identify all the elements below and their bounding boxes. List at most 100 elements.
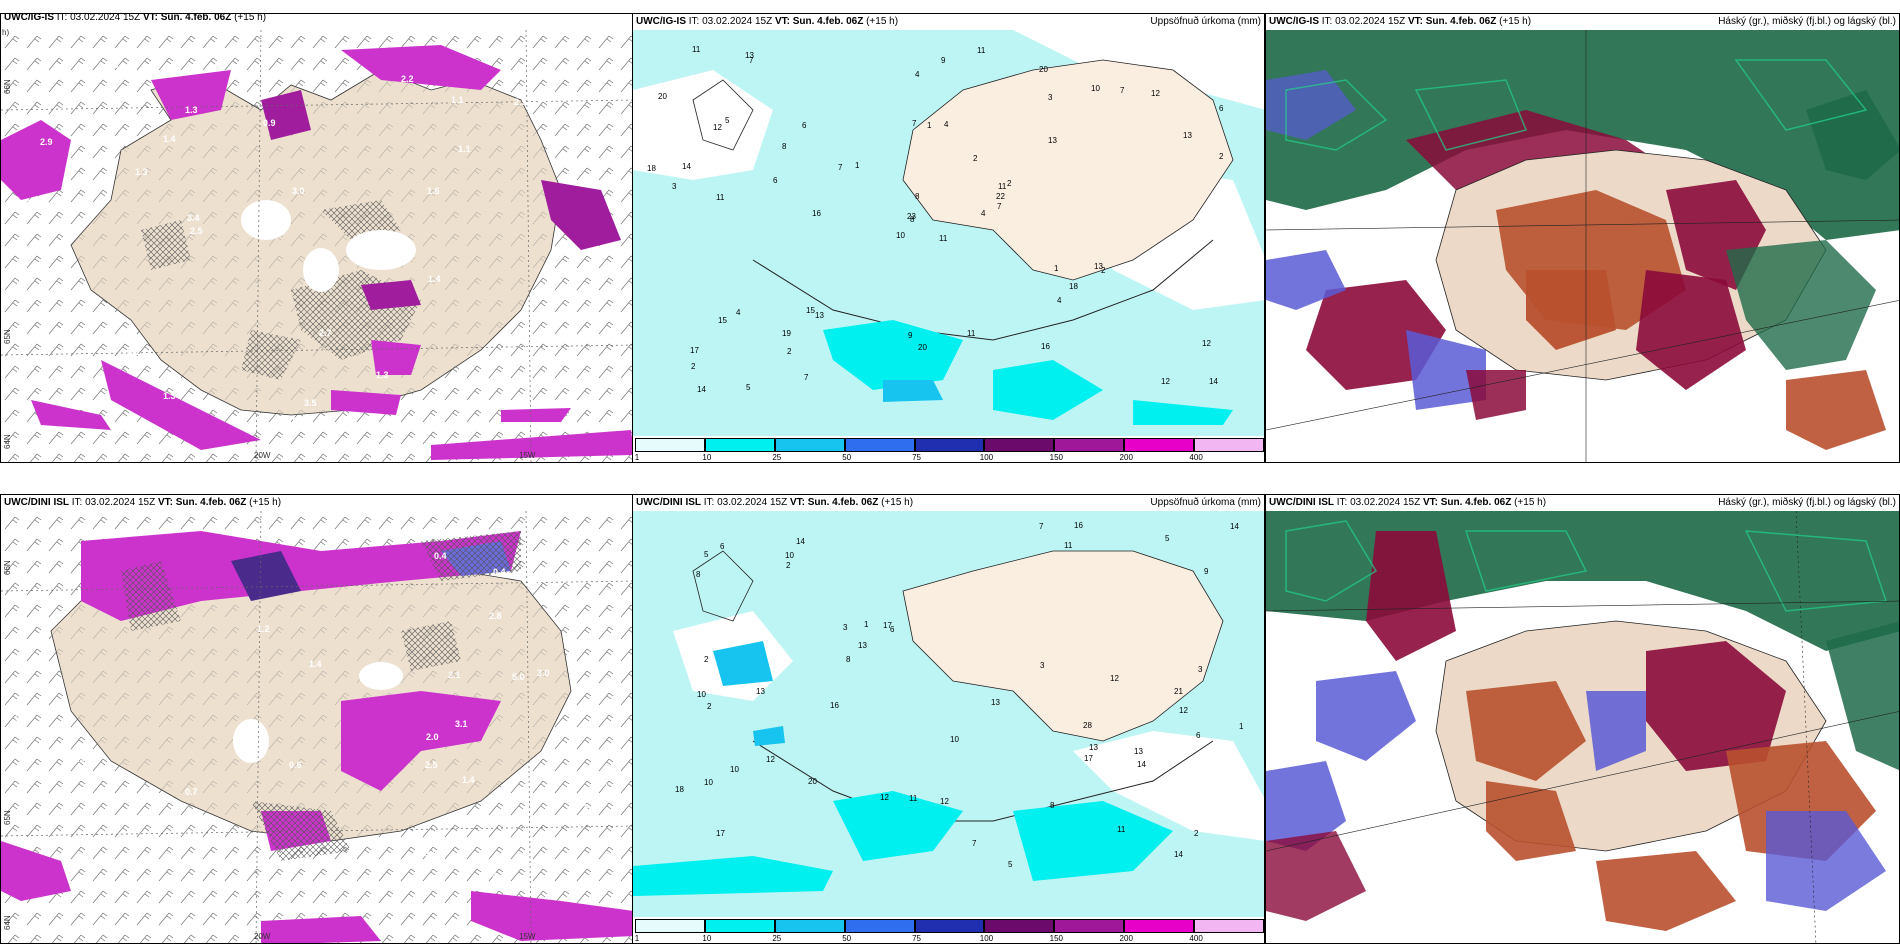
map-value-label: 13 xyxy=(1134,747,1143,756)
map-value-label: 3.0 xyxy=(537,668,550,678)
map-value-label: 1.0 xyxy=(562,883,575,893)
lat-label-66n: 66N xyxy=(3,560,12,575)
map-value-label: 3 xyxy=(1048,93,1053,102)
map-value-label: 0.6 xyxy=(289,760,302,770)
map-value-label: 1.1 xyxy=(458,144,471,154)
map-value-label: 20 xyxy=(658,92,667,101)
colorbar-segment xyxy=(1194,919,1264,933)
cloud-cover-map xyxy=(1266,511,1899,943)
panel-title: Uppsöfnuð úrkoma (mm) xyxy=(1150,16,1261,27)
lat-label-65n: 65N xyxy=(3,329,12,344)
map-value-label: 1.3 xyxy=(376,370,389,380)
map-value-label: 1.3 xyxy=(135,167,148,177)
map-value-label: 14 xyxy=(1209,377,1218,386)
map-value-label: 12 xyxy=(940,797,949,806)
map-value-label: 14 xyxy=(1137,760,1146,769)
map-value-label: 10 xyxy=(896,231,905,240)
map-value-label: 2 xyxy=(1101,266,1106,275)
colorbar-tick: 400 xyxy=(1189,934,1203,943)
lon-label-20w: 20W xyxy=(254,932,271,941)
colorbar-segment xyxy=(704,438,775,452)
iceland-land xyxy=(902,59,1234,281)
map-value-label: 21 xyxy=(1174,687,1183,696)
map-panel-bottom-right: UWC/DINI ISL IT: 03.02.2024 15Z VT: Sun.… xyxy=(1265,494,1900,944)
map-value-label: 8 xyxy=(1050,801,1055,810)
map-value-label: 7 xyxy=(997,202,1002,211)
map-value-label: 1.3 xyxy=(185,105,198,115)
map-value-label: 8 xyxy=(696,570,701,579)
map-value-label: 16 xyxy=(1074,521,1083,530)
header-wrap: h) xyxy=(2,28,10,37)
map-value-label: 12 xyxy=(1202,339,1211,348)
map-value-label: 11 xyxy=(977,46,986,55)
map-value-label: 2.0 xyxy=(426,732,439,742)
map-value-label: 7 xyxy=(912,119,917,128)
map-value-label: 3 xyxy=(843,623,848,632)
map-value-label: 12 xyxy=(880,793,889,802)
map-value-label: 10 xyxy=(785,551,794,560)
map-value-label: 2 xyxy=(787,347,792,356)
map-value-label: 12 xyxy=(1161,377,1170,386)
map-value-label: 0.7 xyxy=(532,380,545,390)
map-value-label: 14 xyxy=(1174,850,1183,859)
map-value-label: 17 xyxy=(1084,754,1093,763)
map-value-label: 13 xyxy=(1048,136,1057,145)
colorbar-segment xyxy=(774,438,845,452)
map-value-label: 2 xyxy=(1194,829,1199,838)
panel-header: UWC/IG-IS IT: 03.02.2024 15Z VT: Sun. 4.… xyxy=(1266,14,1899,30)
map-value-label: 3 xyxy=(672,182,677,191)
colorbar-tick: 50 xyxy=(842,453,852,462)
map-value-label: 2.9 xyxy=(514,97,527,107)
colorbar-tick: 10 xyxy=(702,934,712,943)
map-value-label: 13 xyxy=(815,311,824,320)
lat-label-65n: 65N xyxy=(3,810,12,825)
map-value-label: 4 xyxy=(736,308,741,317)
precip-map: 1112817111320434714116101357241221225431… xyxy=(633,30,1264,438)
map-value-label: 10 xyxy=(1091,84,1100,93)
map-value-label: 13 xyxy=(1094,262,1103,271)
map-value-label: 12 xyxy=(1151,89,1160,98)
map-value-label: 20 xyxy=(808,777,817,786)
map-value-label: 16 xyxy=(812,209,821,218)
map-value-label: 1.0 xyxy=(495,373,508,383)
map-value-label: 17 xyxy=(690,346,699,355)
colorbar-tick: 50 xyxy=(842,934,852,943)
map-value-label: 1.4 xyxy=(163,134,176,144)
map-value-label: 2 xyxy=(707,702,712,711)
map-value-label: 11 xyxy=(1117,825,1126,834)
map-value-label: 2.3 xyxy=(106,60,119,70)
colorbar-tick: 1 xyxy=(634,453,640,462)
colorbar-tick: 75 xyxy=(912,934,921,943)
map-value-label: 2.5 xyxy=(425,760,438,770)
map-value-label: 12 xyxy=(713,123,722,132)
lat-label-64n: 64N xyxy=(3,915,12,930)
map-value-label: 6 xyxy=(890,625,895,634)
map-value-label: 5 xyxy=(704,550,709,559)
map-value-label: 2 xyxy=(1007,179,1012,188)
map-value-label: 7 xyxy=(838,163,843,172)
panel-header: UWC/DINI ISL IT: 03.02.2024 15Z VT: Sun.… xyxy=(633,495,1264,511)
colorbar-tick: 25 xyxy=(772,453,782,462)
colorbar-segment xyxy=(984,919,1055,933)
map-value-label: 13 xyxy=(991,698,1000,707)
map-value-label: 14 xyxy=(682,162,691,171)
map-value-label: 13 xyxy=(756,687,765,696)
panel-title: Háský (gr.), miðský (fj.bl.) og lágský (… xyxy=(1718,497,1896,508)
wind-precip-map: 2.5 3.4 5.0 6.7 3.3 2.8 3.0 1.4 3.5 2.4 3.1 2.0 1.3 1… xyxy=(1,511,632,943)
map-value-label: 2.8 xyxy=(285,416,298,426)
map-value-label: 6 xyxy=(720,542,725,551)
map-value-label: 11 xyxy=(967,329,976,338)
map-value-label: 9 xyxy=(1204,567,1209,576)
map-value-label: 0.9 xyxy=(72,754,85,764)
map-value-label: 3.4 xyxy=(187,213,200,223)
map-value-label: 2.4 xyxy=(484,870,497,880)
map-value-label: 11 xyxy=(939,234,948,243)
map-panel-bottom-middle: UWC/DINI ISL IT: 03.02.2024 15Z VT: Sun.… xyxy=(632,494,1265,944)
map-value-label: 3.5 xyxy=(594,842,607,852)
map-value-label: 17 xyxy=(716,829,725,838)
colorbar-segment xyxy=(1124,919,1195,933)
map-value-label: 18 xyxy=(675,785,684,794)
colorbar-tick: 10 xyxy=(702,453,712,462)
colorbar-segment xyxy=(914,438,985,452)
map-value-label: 13 xyxy=(1183,131,1192,140)
